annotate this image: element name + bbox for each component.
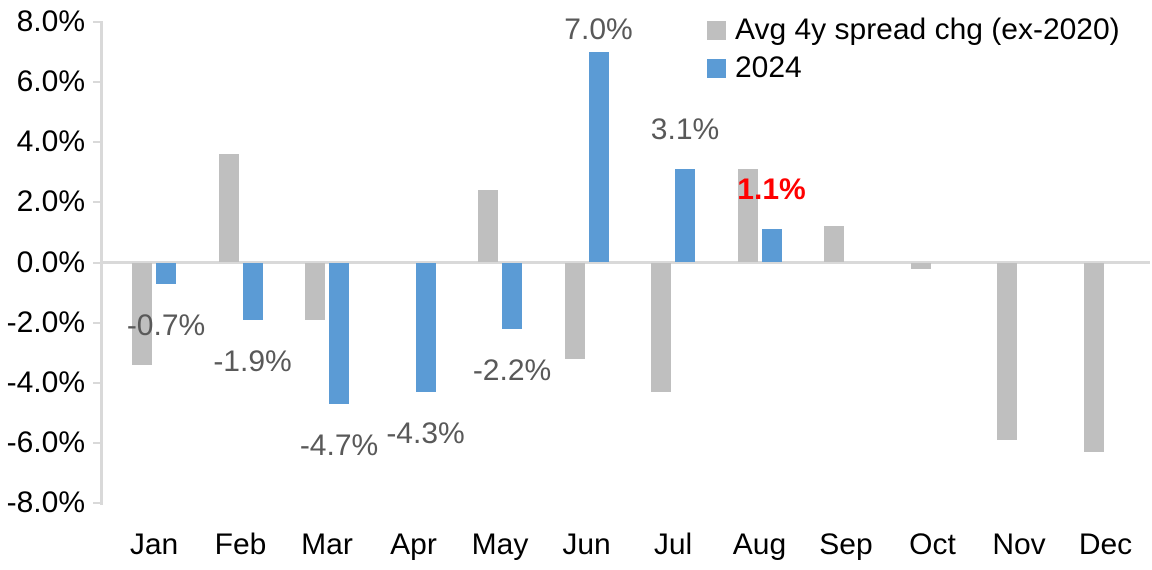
legend: Avg 4y spread chg (ex-2020) 2024 xyxy=(707,11,1120,87)
y-tick-label: 6.0% xyxy=(16,64,85,98)
data-label-apr: -4.3% xyxy=(386,416,465,450)
y-tick xyxy=(93,502,101,505)
legend-swatch-2024-icon xyxy=(707,58,726,78)
bar-avg-jul xyxy=(651,262,671,392)
data-label-jul: 3.1% xyxy=(650,113,720,147)
y-tick xyxy=(93,381,101,384)
x-tick-label-jun: Jun xyxy=(562,528,611,561)
x-tick-label-apr: Apr xyxy=(390,528,437,561)
y-tick-label: 2.0% xyxy=(16,185,85,219)
data-label-mar: -4.7% xyxy=(299,428,379,462)
y-tick-label: 8.0% xyxy=(16,4,85,38)
bar-avg-nov xyxy=(997,262,1017,441)
x-tick-label-jul: Jul xyxy=(653,528,693,561)
bar-2024-jan xyxy=(156,262,176,284)
y-tick-label: -6.0% xyxy=(6,426,85,460)
data-label-may: -2.2% xyxy=(472,353,552,387)
legend-swatch-avg-icon xyxy=(707,20,726,40)
bar-avg-mar xyxy=(305,262,325,320)
y-tick xyxy=(93,201,101,204)
bar-avg-jun xyxy=(564,262,585,359)
y-tick-label: -8.0% xyxy=(6,486,85,520)
data-label-jan: -0.7% xyxy=(126,308,206,342)
bar-2024-jul xyxy=(675,169,695,263)
bar-avg-dec xyxy=(1083,262,1104,453)
bar-2024-aug xyxy=(761,229,782,263)
bar-2024-jun xyxy=(588,51,609,263)
bar-2024-may xyxy=(502,262,522,329)
x-tick-label-jan: Jan xyxy=(129,528,179,561)
legend-item-avg: Avg 4y spread chg (ex-2020) xyxy=(707,11,1120,49)
y-tick-label: 4.0% xyxy=(16,125,85,159)
legend-label-2024: 2024 xyxy=(735,51,802,84)
bar-2024-feb xyxy=(242,262,263,320)
y-tick xyxy=(93,261,101,264)
x-tick-label-aug: Aug xyxy=(732,528,787,561)
bar-avg-may xyxy=(478,190,498,263)
y-tick xyxy=(93,20,101,23)
y-axis-line xyxy=(100,21,103,505)
y-tick-label: 0.0% xyxy=(16,245,85,279)
data-label-jun: 7.0% xyxy=(564,13,633,46)
x-tick-label-oct: Oct xyxy=(909,528,956,561)
legend-item-2024: 2024 xyxy=(707,49,1120,87)
bar-2024-apr xyxy=(415,262,436,392)
y-tick xyxy=(93,321,101,324)
bar-avg-feb xyxy=(218,154,239,263)
bar-2024-mar xyxy=(329,262,349,404)
bar-avg-aug xyxy=(737,169,758,263)
x-tick-label-feb: Feb xyxy=(214,528,267,561)
data-label-aug: 1.1% xyxy=(737,173,806,207)
x-tick-label-mar: Mar xyxy=(301,528,353,561)
x-tick-label-dec: Dec xyxy=(1078,528,1133,561)
bar-avg-sep xyxy=(824,226,844,263)
data-label-feb: -1.9% xyxy=(213,344,292,378)
zero-baseline xyxy=(103,261,1150,264)
bar-avg-jan xyxy=(132,262,152,365)
y-tick xyxy=(93,141,101,144)
x-tick-label-may: May xyxy=(471,528,529,561)
x-tick-label-sep: Sep xyxy=(819,528,873,561)
y-tick xyxy=(93,80,101,83)
y-tick-label: -4.0% xyxy=(6,365,85,399)
x-tick-label-nov: Nov xyxy=(992,528,1046,561)
y-tick-label: -2.0% xyxy=(6,305,85,339)
y-tick xyxy=(93,442,101,445)
bar-avg-oct xyxy=(910,262,931,269)
legend-label-avg: Avg 4y spread chg (ex-2020) xyxy=(735,13,1120,46)
